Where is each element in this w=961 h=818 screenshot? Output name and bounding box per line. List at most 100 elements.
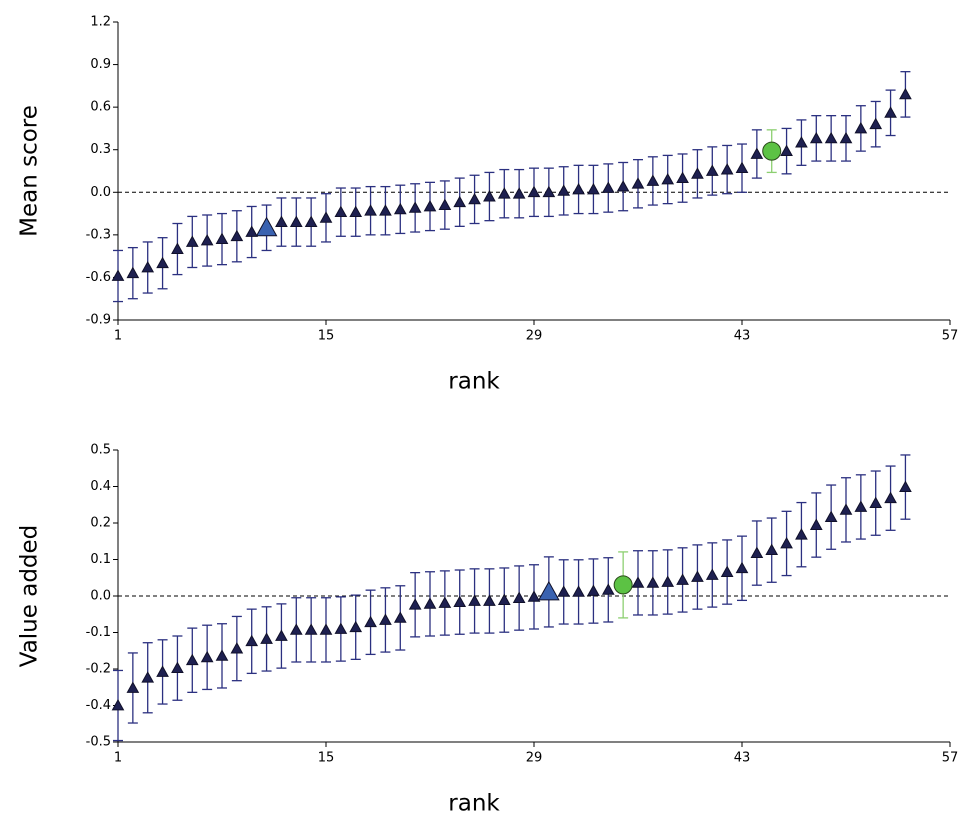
y-tick-label: 0.5 [90,443,111,458]
point [542,185,556,198]
point [839,503,853,515]
x-tick-label: 15 [318,751,335,766]
point [720,163,734,175]
point [795,136,808,148]
point [260,632,273,644]
point [423,597,437,609]
point [735,561,749,574]
point [349,620,363,633]
point [275,629,288,641]
point [111,269,125,281]
point [691,570,704,582]
point [795,528,808,540]
point [453,195,467,208]
x-tick-label: 43 [734,751,751,766]
point [884,106,897,118]
point [572,182,585,195]
point [275,215,288,227]
point [408,201,422,213]
point [200,234,214,246]
point [334,205,348,218]
x-tick-label: 15 [318,329,335,344]
point [319,211,333,223]
x-tick-label: 29 [526,329,543,344]
x-axis-title: rank [448,369,500,395]
point [661,575,675,587]
point [156,665,169,677]
y-tick-label: 0.2 [90,516,111,531]
point [364,615,377,628]
point [557,184,571,196]
y-tick-label: 0.1 [90,552,111,567]
point [483,594,496,606]
point [334,622,348,634]
point [200,650,214,663]
point [587,182,600,195]
x-tick-label: 1 [114,329,122,344]
point [304,623,318,635]
y-tick-label: 0.0 [90,185,111,200]
point [393,611,407,623]
point [750,546,764,558]
point [527,185,541,198]
x-tick-label: 43 [734,329,751,344]
point [780,144,793,157]
point [438,596,452,608]
x-axis-title: rank [448,791,500,817]
point [512,187,526,199]
point [230,229,244,242]
y-axis-title: Value added [17,525,43,668]
point [809,518,823,530]
point [854,500,868,512]
point [497,593,511,605]
y-tick-label: -0.3 [86,227,111,242]
point [705,164,719,176]
point [289,623,303,635]
point [156,256,169,269]
point [215,232,229,245]
point [483,190,496,202]
point [393,202,407,215]
y-tick-label: -0.9 [86,313,111,328]
point [255,216,278,237]
y-axis-title: Mean score [17,105,43,237]
point [557,585,571,597]
point [824,510,838,523]
point [676,573,689,585]
point [527,590,541,602]
y-tick-label: -0.2 [86,662,111,677]
point [364,204,377,216]
y-tick-label: 0.6 [90,100,111,115]
point [126,681,140,693]
point [497,187,511,199]
point [869,496,883,509]
point [705,568,719,580]
point [319,623,333,635]
y-tick-label: -0.5 [86,735,111,750]
point [661,172,675,185]
point [854,121,868,134]
point [824,131,838,144]
point [468,192,481,205]
point [765,543,779,556]
point [379,204,392,216]
y-tick-label: -0.1 [86,625,111,640]
point [171,242,184,254]
point [601,181,615,193]
point [676,171,689,183]
point [616,180,630,192]
point [691,167,704,179]
point [453,595,467,608]
point [809,131,823,144]
point [899,480,912,492]
y-tick-label: -0.4 [86,698,111,713]
point [289,215,303,227]
point [141,671,155,683]
point [304,215,318,227]
point [245,634,259,647]
point [899,87,912,100]
point [631,177,645,189]
point [720,565,734,577]
point [587,584,600,596]
